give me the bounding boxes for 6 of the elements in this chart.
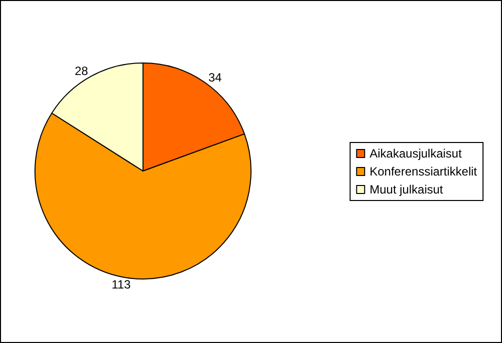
data-label: 28 — [74, 64, 88, 78]
legend-label: Muut julkaisut — [370, 182, 444, 196]
data-label: 113 — [112, 277, 132, 292]
data-label: 34 — [208, 70, 222, 85]
legend-label: Aikakausjulkaisut — [370, 146, 462, 160]
legend-label: Konferenssiartikkelit — [370, 164, 478, 178]
